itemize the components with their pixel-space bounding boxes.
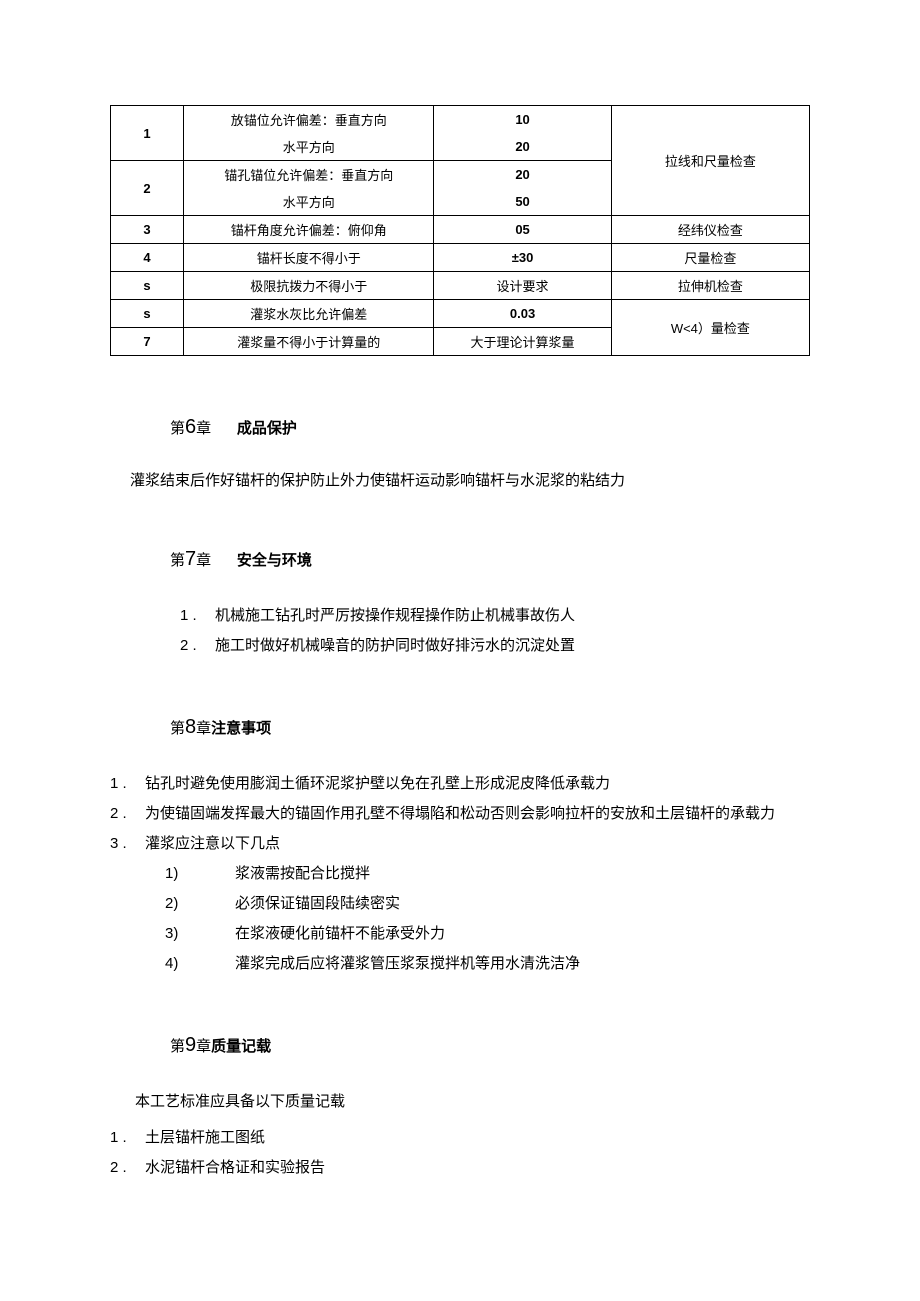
list-item: 4)灌浆完成后应将灌浆管压浆泵搅拌机等用水清洗洁净 bbox=[165, 949, 810, 979]
table-row: s 灌浆水灰比允许偏差 0.03 W<4）量检查 bbox=[111, 300, 810, 328]
chapter-title: 注意事项 bbox=[211, 721, 271, 737]
row-method: 尺量检查 bbox=[611, 244, 809, 272]
chapter-9-text: 本工艺标准应具备以下质量记载 bbox=[135, 1087, 810, 1117]
row-value: 大于理论计算浆量 bbox=[434, 328, 611, 356]
list-item: 2 .施工时做好机械噪音的防护同时做好排污水的沉淀处置 bbox=[180, 631, 810, 661]
row-value: 50 bbox=[434, 188, 611, 216]
list-item-text: 为使锚固端发挥最大的锚固作用孔壁不得塌陷和松动否则会影响拉杆的安放和土层锚杆的承… bbox=[145, 799, 775, 829]
chapter-6-text: 灌浆结束后作好锚杆的保护防止外力使锚杆运动影响锚杆与水泥浆的粘结力 bbox=[130, 469, 810, 493]
chapter-label: 第7章 bbox=[170, 553, 211, 569]
chapter-9-heading: 第9章质量记载 bbox=[170, 1034, 810, 1057]
row-method: 拉线和尺量检查 bbox=[611, 106, 809, 216]
chapter-title: 质量记载 bbox=[211, 1039, 271, 1055]
list-item: 3)在浆液硬化前锚杆不能承受外力 bbox=[165, 919, 810, 949]
list-item: 1 .机械施工钻孔时严厉按操作规程操作防止机械事故伤人 bbox=[180, 601, 810, 631]
row-item: 极限抗拨力不得小于 bbox=[184, 272, 434, 300]
chapter-label: 第6章 bbox=[170, 421, 211, 437]
table-row: 3 锚杆角度允许偏差：俯仰角 05 经纬仪检查 bbox=[111, 216, 810, 244]
table-row: s 极限抗拨力不得小于 设计要求 拉伸机检查 bbox=[111, 272, 810, 300]
chapter-label: 第8章 bbox=[170, 721, 211, 737]
table-row: 4 锚杆长度不得小于 ±30 尺量检查 bbox=[111, 244, 810, 272]
row-index: s bbox=[111, 300, 184, 328]
list-item-text: 灌浆完成后应将灌浆管压浆泵搅拌机等用水清洗洁净 bbox=[235, 949, 580, 979]
row-item: 水平方向 bbox=[184, 188, 434, 216]
list-item-text: 灌浆应注意以下几点 bbox=[145, 829, 280, 859]
list-item: 3 .灌浆应注意以下几点 bbox=[110, 829, 810, 859]
row-index: 1 bbox=[111, 106, 184, 161]
list-item: 2 .为使锚固端发挥最大的锚固作用孔壁不得塌陷和松动否则会影响拉杆的安放和土层锚… bbox=[110, 799, 810, 829]
list-item: 1)浆液需按配合比搅拌 bbox=[165, 859, 810, 889]
chapter-8-list: 1 .钻孔时避免使用膨润土循环泥浆护壁以免在孔壁上形成泥皮降低承载力 2 .为使… bbox=[110, 769, 810, 859]
row-value: 设计要求 bbox=[434, 272, 611, 300]
list-item: 1 .钻孔时避免使用膨润土循环泥浆护壁以免在孔壁上形成泥皮降低承载力 bbox=[110, 769, 810, 799]
list-item: 1 .土层锚杆施工图纸 bbox=[110, 1123, 810, 1153]
row-method: W<4）量检查 bbox=[611, 300, 809, 356]
row-index: 7 bbox=[111, 328, 184, 356]
row-method: 经纬仪检查 bbox=[611, 216, 809, 244]
row-index: 4 bbox=[111, 244, 184, 272]
row-method: 拉伸机检查 bbox=[611, 272, 809, 300]
row-item: 水平方向 bbox=[184, 133, 434, 161]
row-value: ±30 bbox=[434, 244, 611, 272]
list-item-text: 水泥锚杆合格证和实验报告 bbox=[145, 1153, 325, 1183]
row-value: 20 bbox=[434, 161, 611, 189]
list-item-text: 机械施工钻孔时严厉按操作规程操作防止机械事故伤人 bbox=[215, 601, 575, 631]
chapter-title: 安全与环境 bbox=[237, 553, 312, 569]
chapter-title: 成品保护 bbox=[237, 421, 297, 437]
row-item: 放锚位允许偏差：垂直方向 bbox=[184, 106, 434, 134]
row-item: 锚杆长度不得小于 bbox=[184, 244, 434, 272]
chapter-7-list: 1 .机械施工钻孔时严厉按操作规程操作防止机械事故伤人 2 .施工时做好机械噪音… bbox=[180, 601, 810, 661]
list-item: 2 .水泥锚杆合格证和实验报告 bbox=[110, 1153, 810, 1183]
chapter-9-list: 1 .土层锚杆施工图纸 2 .水泥锚杆合格证和实验报告 bbox=[110, 1123, 810, 1183]
row-item: 锚孔锚位允许偏差：垂直方向 bbox=[184, 161, 434, 189]
row-index: 3 bbox=[111, 216, 184, 244]
row-item: 锚杆角度允许偏差：俯仰角 bbox=[184, 216, 434, 244]
chapter-7-heading: 第7章 安全与环境 bbox=[170, 548, 810, 571]
row-item: 灌浆水灰比允许偏差 bbox=[184, 300, 434, 328]
chapter-8-sublist: 1)浆液需按配合比搅拌 2)必须保证锚固段陆续密实 3)在浆液硬化前锚杆不能承受… bbox=[165, 859, 810, 979]
list-item-text: 浆液需按配合比搅拌 bbox=[235, 859, 370, 889]
row-value: 0.03 bbox=[434, 300, 611, 328]
list-item-text: 钻孔时避免使用膨润土循环泥浆护壁以免在孔壁上形成泥皮降低承载力 bbox=[145, 769, 610, 799]
list-item-text: 施工时做好机械噪音的防护同时做好排污水的沉淀处置 bbox=[215, 631, 575, 661]
row-index: 2 bbox=[111, 161, 184, 216]
chapter-6-heading: 第6章 成品保护 bbox=[170, 416, 810, 439]
table-row: 1 放锚位允许偏差：垂直方向 10 拉线和尺量检查 bbox=[111, 106, 810, 134]
row-value: 05 bbox=[434, 216, 611, 244]
list-item-text: 在浆液硬化前锚杆不能承受外力 bbox=[235, 919, 445, 949]
chapter-label: 第9章 bbox=[170, 1039, 211, 1055]
row-index: s bbox=[111, 272, 184, 300]
row-item: 灌浆量不得小于计算量的 bbox=[184, 328, 434, 356]
row-value: 20 bbox=[434, 133, 611, 161]
chapter-8-heading: 第8章注意事项 bbox=[170, 716, 810, 739]
list-item-text: 必须保证锚固段陆续密实 bbox=[235, 889, 400, 919]
document-page: 1 放锚位允许偏差：垂直方向 10 拉线和尺量检查 水平方向 20 2 锚孔锚位… bbox=[0, 0, 920, 1243]
quality-table: 1 放锚位允许偏差：垂直方向 10 拉线和尺量检查 水平方向 20 2 锚孔锚位… bbox=[110, 105, 810, 356]
list-item-text: 土层锚杆施工图纸 bbox=[145, 1123, 265, 1153]
list-item: 2)必须保证锚固段陆续密实 bbox=[165, 889, 810, 919]
row-value: 10 bbox=[434, 106, 611, 134]
